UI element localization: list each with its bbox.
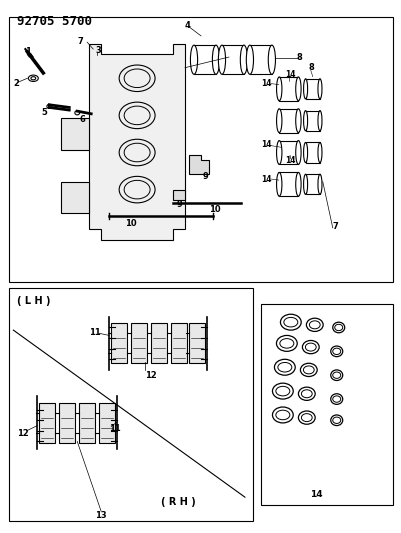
Ellipse shape [303, 111, 307, 131]
Ellipse shape [317, 174, 321, 195]
Text: 14: 14 [310, 490, 322, 499]
Text: 14: 14 [260, 140, 271, 149]
Text: 11: 11 [109, 424, 121, 433]
Polygon shape [188, 324, 205, 364]
Polygon shape [188, 155, 209, 174]
Text: 7: 7 [332, 222, 338, 231]
Polygon shape [131, 324, 147, 364]
Ellipse shape [317, 79, 321, 99]
Ellipse shape [276, 141, 281, 165]
Ellipse shape [317, 111, 321, 131]
Text: 3: 3 [95, 46, 101, 55]
Text: 14: 14 [284, 70, 295, 79]
Polygon shape [61, 182, 89, 214]
Polygon shape [61, 118, 89, 150]
Text: 10: 10 [209, 205, 220, 214]
Ellipse shape [303, 79, 307, 99]
Text: 7: 7 [77, 37, 83, 46]
Polygon shape [111, 324, 127, 364]
Polygon shape [151, 324, 167, 364]
Ellipse shape [240, 45, 247, 74]
Ellipse shape [276, 77, 281, 101]
Text: 92705 5700: 92705 5700 [17, 14, 92, 28]
Text: 14: 14 [260, 79, 271, 88]
Ellipse shape [295, 77, 300, 101]
Text: 2: 2 [13, 79, 19, 88]
Ellipse shape [212, 45, 219, 74]
Text: 12: 12 [145, 370, 156, 379]
Ellipse shape [317, 142, 321, 163]
Ellipse shape [246, 45, 253, 74]
Text: 13: 13 [95, 511, 107, 520]
Text: 9: 9 [203, 172, 208, 181]
Text: 14: 14 [260, 174, 271, 183]
Text: 6: 6 [79, 115, 85, 124]
Polygon shape [79, 403, 95, 443]
Text: 8: 8 [308, 63, 314, 72]
Ellipse shape [267, 45, 275, 74]
Text: 11: 11 [89, 328, 101, 337]
Text: 12: 12 [17, 429, 29, 438]
Text: ( L H ): ( L H ) [17, 296, 51, 306]
Polygon shape [99, 403, 115, 443]
Text: 10: 10 [125, 219, 136, 228]
Text: 5: 5 [41, 108, 47, 117]
Polygon shape [39, 403, 55, 443]
Polygon shape [59, 403, 75, 443]
Polygon shape [89, 44, 184, 240]
Text: 1: 1 [25, 47, 31, 56]
Ellipse shape [295, 141, 300, 165]
Polygon shape [172, 190, 184, 200]
Text: 14: 14 [284, 156, 295, 165]
Ellipse shape [218, 45, 225, 74]
Text: 4: 4 [184, 21, 190, 30]
Ellipse shape [276, 172, 281, 196]
Ellipse shape [276, 109, 281, 133]
Ellipse shape [190, 45, 197, 74]
Ellipse shape [295, 109, 300, 133]
Ellipse shape [295, 172, 300, 196]
Polygon shape [171, 324, 186, 364]
Text: 9: 9 [176, 200, 182, 209]
Text: 8: 8 [296, 53, 302, 62]
Ellipse shape [303, 142, 307, 163]
Ellipse shape [303, 174, 307, 195]
Text: ( R H ): ( R H ) [161, 497, 195, 507]
